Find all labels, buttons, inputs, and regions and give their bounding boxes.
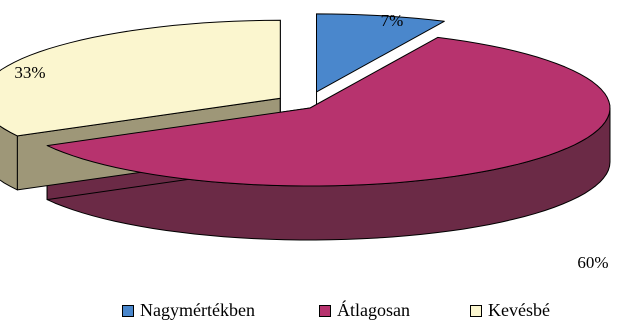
pie-chart: 7% 60% 33% (0, 11, 611, 272)
pie-wall-outer (0, 125, 18, 191)
data-label: 33% (14, 63, 45, 82)
legend-item-atlagosan: Átlagosan (319, 300, 410, 321)
legend-label: Nagymértékben (140, 300, 255, 320)
legend-item-nagymertekben: Nagymértékben (122, 300, 255, 321)
legend: Nagymértékben Átlagosan Kevésbé (0, 300, 625, 324)
data-label: 7% (381, 11, 404, 30)
pie-slice (316, 13, 445, 93)
legend-label: Kevésbé (488, 300, 550, 320)
legend-swatch (122, 304, 134, 317)
legend-label: Átlagosan (337, 300, 410, 320)
pie-slice (46, 36, 611, 187)
pie-slice (0, 19, 281, 137)
legend-swatch (470, 304, 482, 317)
data-label: 60% (577, 253, 608, 272)
legend-item-kevesbe: Kevésbé (470, 300, 550, 321)
legend-swatch (319, 304, 331, 317)
pie-tops (0, 13, 611, 187)
